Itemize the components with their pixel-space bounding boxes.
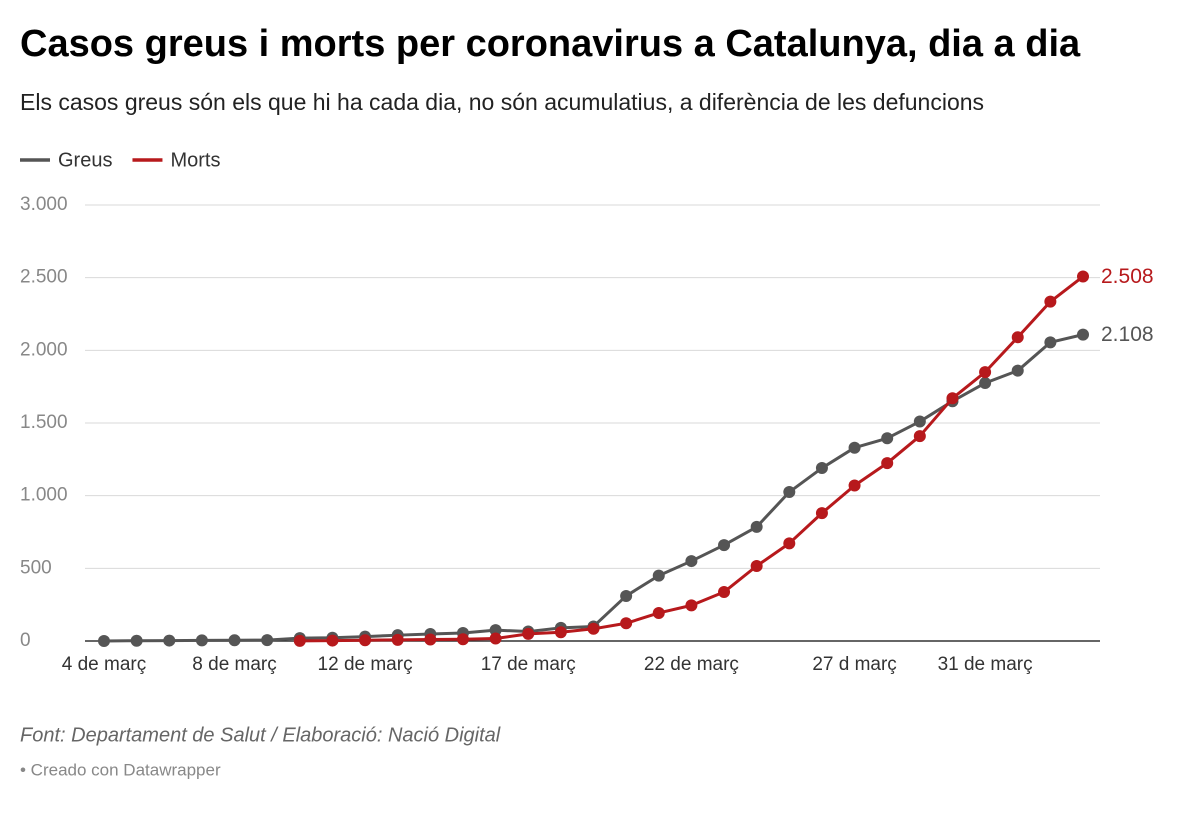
credit-note: • Creado con Datawrapper bbox=[20, 760, 221, 779]
data-point bbox=[489, 624, 502, 637]
data-point bbox=[554, 626, 567, 639]
y-tick-label: 1.500 bbox=[20, 412, 68, 433]
data-point bbox=[293, 634, 306, 647]
data-point bbox=[815, 507, 828, 520]
data-point bbox=[652, 569, 665, 582]
x-tick-label: 27 d març bbox=[812, 654, 896, 675]
data-point bbox=[685, 599, 698, 612]
data-point bbox=[1077, 328, 1089, 341]
legend-label: Greus bbox=[58, 149, 112, 171]
y-tick-label: 2.500 bbox=[20, 267, 68, 288]
y-tick-label: 3.000 bbox=[20, 194, 68, 215]
chart-title: Casos greus i morts per coronavirus a Ca… bbox=[20, 23, 1081, 65]
data-point bbox=[1044, 295, 1057, 308]
data-point bbox=[1044, 336, 1057, 349]
data-point bbox=[783, 486, 796, 499]
data-point bbox=[979, 366, 992, 379]
x-tick-label: 17 de març bbox=[481, 654, 576, 675]
data-point bbox=[913, 430, 926, 443]
data-point bbox=[195, 634, 208, 647]
x-tick-label: 22 de març bbox=[644, 654, 739, 675]
data-point bbox=[881, 457, 894, 470]
data-point bbox=[750, 520, 763, 533]
series-line bbox=[299, 275, 1084, 643]
data-point bbox=[130, 634, 143, 647]
data-point bbox=[359, 634, 372, 647]
data-point bbox=[913, 415, 926, 428]
data-point bbox=[848, 441, 861, 454]
y-tick-label: 2.000 bbox=[20, 339, 68, 360]
value-label: 2.508 bbox=[1101, 265, 1154, 288]
data-point bbox=[1077, 270, 1089, 283]
data-point bbox=[163, 634, 176, 647]
data-point bbox=[652, 606, 665, 619]
data-point bbox=[456, 633, 469, 646]
data-point bbox=[261, 634, 274, 647]
series-line bbox=[103, 333, 1084, 643]
data-point bbox=[718, 539, 731, 552]
data-point bbox=[718, 586, 731, 599]
data-point bbox=[685, 555, 698, 568]
data-point bbox=[391, 633, 404, 646]
x-tick-label: 12 de març bbox=[318, 654, 413, 675]
data-point bbox=[848, 479, 861, 492]
data-point bbox=[1011, 364, 1024, 377]
source-note: Font: Departament de Salut / Elaboració:… bbox=[20, 724, 501, 746]
data-point bbox=[587, 622, 600, 635]
x-tick-label: 31 de març bbox=[938, 654, 1033, 675]
y-tick-label: 1.000 bbox=[20, 485, 68, 506]
value-label: 2.108 bbox=[1101, 323, 1154, 346]
chart-subtitle: Els casos greus són els que hi ha cada d… bbox=[20, 89, 984, 115]
data-point bbox=[750, 560, 763, 573]
data-point bbox=[881, 432, 894, 445]
data-point bbox=[946, 392, 959, 405]
data-point bbox=[620, 617, 633, 630]
data-point bbox=[326, 634, 339, 647]
x-tick-label: 4 de març bbox=[62, 654, 146, 675]
data-point bbox=[98, 635, 110, 647]
y-tick-label: 500 bbox=[20, 557, 52, 578]
y-tick-label: 0 bbox=[20, 630, 31, 651]
x-tick-label: 8 de març bbox=[192, 654, 276, 675]
data-point bbox=[489, 632, 502, 645]
data-point bbox=[620, 589, 633, 602]
legend-label: Morts bbox=[170, 149, 220, 171]
data-point bbox=[1011, 331, 1024, 344]
data-point bbox=[522, 627, 535, 640]
data-point bbox=[979, 377, 992, 390]
data-point bbox=[424, 633, 437, 646]
data-point bbox=[815, 462, 828, 475]
data-point bbox=[228, 634, 241, 647]
data-point bbox=[783, 537, 796, 550]
